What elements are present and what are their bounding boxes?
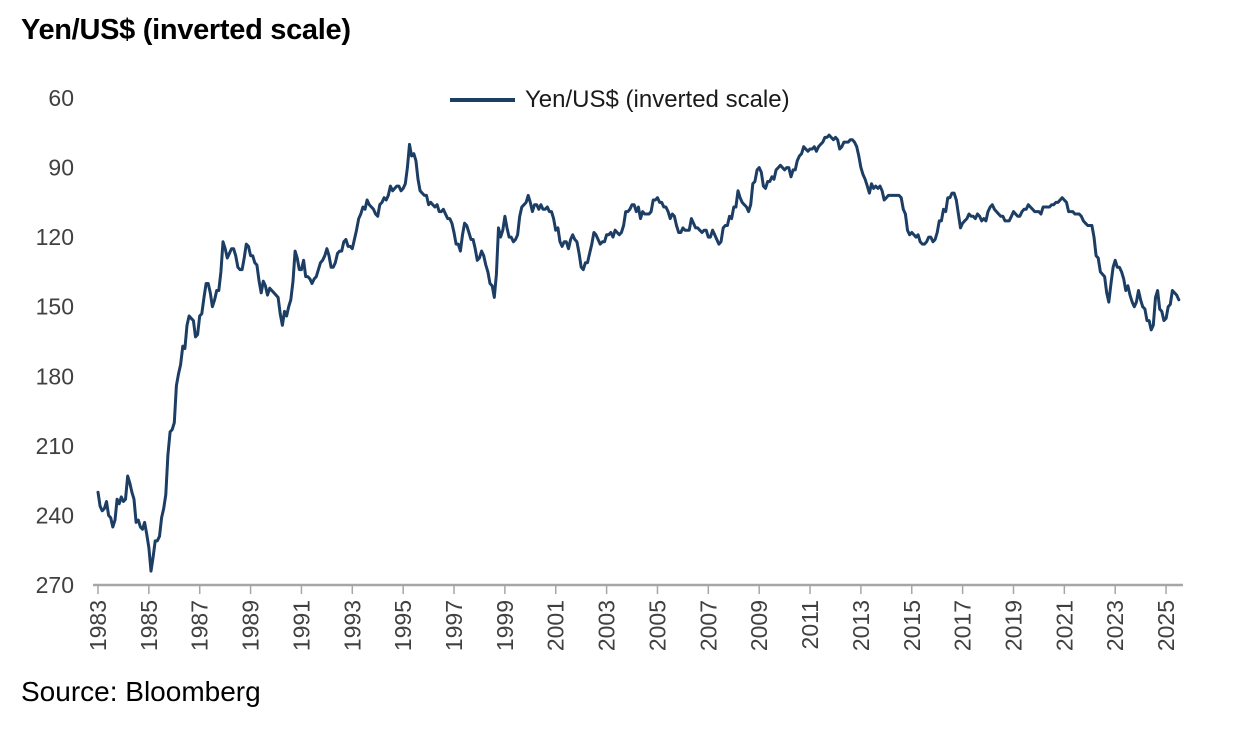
x-axis-tick-label: 1999 [492,600,518,651]
y-axis-tick-label: 240 [36,502,74,528]
source-note: Source: Bloomberg [21,676,261,707]
y-axis-tick-label: 210 [36,433,74,459]
x-axis-tick-label: 1993 [339,600,365,651]
x-axis-tick-label: 2021 [1051,600,1077,651]
x-axis-tick-label: 1987 [187,600,213,651]
x-axis-tick-label: 1989 [238,600,264,651]
x-axis-tick-label: 2001 [543,600,569,651]
x-axis-tick-label: 2023 [1102,600,1128,651]
y-axis-tick-label: 270 [36,572,74,598]
x-axis-tick-label: 1985 [136,600,162,651]
x-axis-tick-label: 1995 [390,600,416,651]
y-axis-tick-label: 150 [36,294,74,320]
legend-label: Yen/US$ (inverted scale) [525,86,790,113]
legend: Yen/US$ (inverted scale) [450,86,790,114]
x-axis-tick-label: 1983 [85,600,111,651]
y-axis-tick-label: 90 [48,155,74,181]
x-axis-tick-label: 2007 [695,600,721,651]
x-axis-tick-label: 2009 [746,600,772,651]
x-axis-tick-label: 2017 [950,600,976,651]
x-axis-tick-label: 2003 [594,600,620,651]
yen-usd-series-line [96,133,1181,573]
y-axis-tick-label: 120 [36,224,74,250]
x-axis-tick-label: 1991 [288,600,314,651]
x-axis-tick-label: 2025 [1153,600,1179,651]
x-axis-tick-label: 2019 [1000,600,1026,651]
x-axis-tick-label: 2013 [848,600,874,651]
x-axis-tick-label: 2011 [797,600,823,649]
y-axis-tick-label: 180 [36,363,74,389]
legend-line-swatch [450,98,515,102]
x-axis-tick-label: 2015 [899,600,925,651]
y-axis-tick-label: 60 [48,85,74,111]
x-axis-tick-label: 2005 [644,600,670,651]
chart-title: Yen/US$ (inverted scale) [21,14,351,46]
x-axis-tick-label: 1997 [441,600,467,651]
